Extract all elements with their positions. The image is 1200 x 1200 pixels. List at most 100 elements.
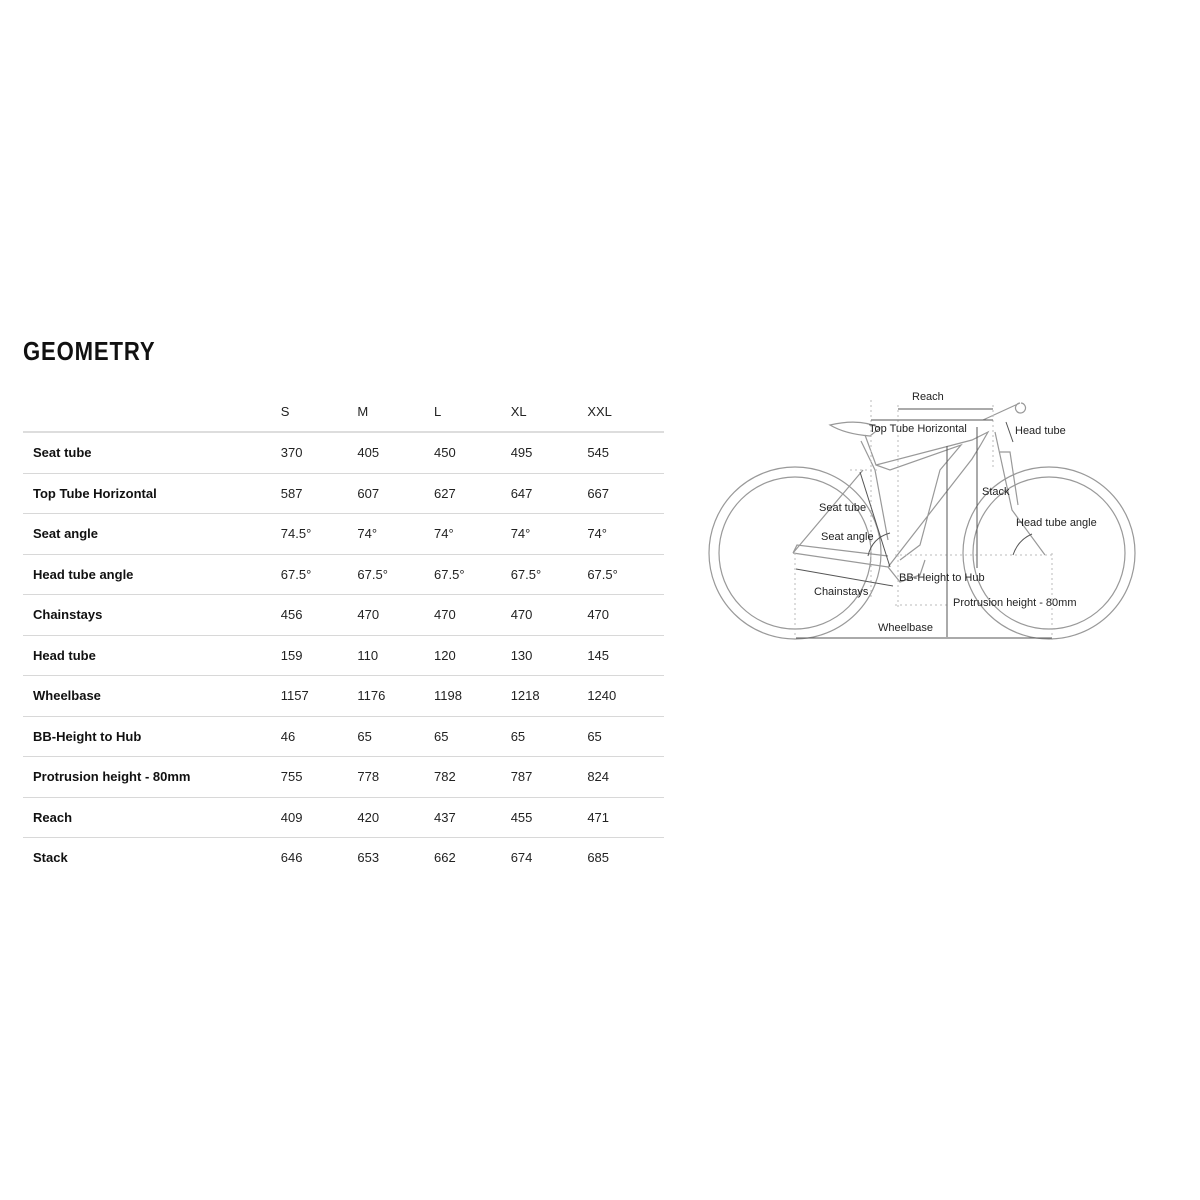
- diagram-label-head-tube-angle: Head tube angle: [1016, 517, 1097, 529]
- size-header: XL: [510, 391, 588, 433]
- table-row: Stack 646 653 662 674 685: [23, 838, 664, 878]
- geometry-table: S M L XL XXL Seat tube 370 405 450 495 545 Top…: [23, 391, 664, 878]
- size-header: S: [280, 391, 358, 433]
- row-label: Stack: [33, 850, 68, 866]
- row-label: Wheelbase: [23, 675, 281, 717]
- diagram-label-seat-angle: Seat angle: [821, 531, 874, 543]
- cell-value: 437: [434, 797, 511, 838]
- cell-value: 755: [280, 756, 358, 798]
- cell-value: 1157: [280, 675, 358, 717]
- table-row: Seat tube 370 405 450 495 545: [23, 432, 664, 474]
- cell-value: 627: [434, 473, 511, 514]
- cell-value: 470: [434, 594, 511, 636]
- seat-tube-arrow: [859, 471, 891, 568]
- rear-wheel-inner: [718, 476, 872, 630]
- cell-value: 653: [357, 850, 380, 866]
- cell-value: 470: [510, 594, 588, 636]
- cell-value: 67.5°: [357, 554, 435, 595]
- cell-value: 471: [587, 797, 664, 838]
- header-empty: [23, 391, 281, 433]
- size-header: M: [357, 391, 435, 433]
- cell-value: 46: [280, 716, 358, 757]
- cell-value: 159: [280, 635, 358, 676]
- cell-value: 495: [510, 432, 588, 474]
- cell-value: 67.5°: [434, 554, 511, 595]
- cell-value: 65: [510, 716, 588, 757]
- cell-value: 587: [280, 473, 358, 514]
- cell-value: 674: [510, 850, 533, 866]
- row-label: Seat angle: [23, 513, 281, 555]
- row-label: Protrusion height - 80mm: [23, 756, 281, 798]
- cell-value: 65: [434, 716, 511, 757]
- cell-value: 1240: [587, 675, 664, 717]
- row-label: Top Tube Horizontal: [23, 473, 281, 514]
- cell-value: 667: [587, 473, 664, 514]
- cell-value: 470: [357, 594, 435, 636]
- handlebar: [982, 402, 1027, 421]
- diagram-label-bb-height: BB-Height to Hub: [899, 572, 985, 584]
- page-title: GEOMETRY: [23, 336, 156, 366]
- rear-wheel: [708, 466, 882, 640]
- cell-value: 787: [510, 756, 588, 798]
- cell-value: 1198: [434, 675, 511, 717]
- cell-value: 646: [280, 850, 303, 866]
- cell-value: 74°: [357, 513, 435, 555]
- table-row: Protrusion height - 80mm 755 778 782 787 824: [23, 756, 664, 798]
- cell-value: 607: [357, 473, 435, 514]
- size-header: XXL: [587, 391, 664, 433]
- table-row: Wheelbase 1157 1176 1198 1218 1240: [23, 675, 664, 717]
- cell-value: 685: [587, 850, 610, 866]
- chainstays-arrow: [795, 568, 894, 587]
- diagram-label-wheelbase: Wheelbase: [878, 622, 934, 634]
- table-row: Reach 409 420 437 455 471: [23, 797, 664, 838]
- row-label: BB-Height to Hub: [23, 716, 281, 757]
- cell-value: 647: [510, 473, 588, 514]
- cell-value: 67.5°: [587, 554, 664, 595]
- row-label: Head tube: [23, 635, 281, 676]
- table-row: Head tube angle 67.5° 67.5° 67.5° 67.5° 67.5°: [23, 554, 664, 595]
- cell-value: 409: [280, 797, 358, 838]
- cell-value: 74.5°: [280, 513, 358, 555]
- cell-value: 456: [280, 594, 358, 636]
- cell-value: 65: [587, 716, 664, 757]
- row-label: Reach: [23, 797, 281, 838]
- cell-value: 455: [510, 797, 588, 838]
- cell-value: 110: [357, 635, 435, 676]
- cell-value: 74°: [587, 513, 664, 555]
- row-label: Seat tube: [23, 432, 281, 474]
- cell-value: 145: [587, 635, 664, 676]
- table-header-row: S M L XL XXL: [23, 391, 664, 433]
- diagram-label-chainstays: Chainstays: [814, 586, 869, 598]
- cell-value: 782: [434, 756, 511, 798]
- cell-value: 65: [357, 716, 435, 757]
- row-label: Chainstays: [23, 594, 281, 636]
- cell-value: 1176: [357, 675, 435, 717]
- cell-value: 130: [510, 635, 588, 676]
- diagram-label-top-tube: Top Tube Horizontal: [869, 423, 967, 435]
- table-row: Chainstays 456 470 470 470 470: [23, 594, 664, 636]
- cell-value: 74°: [434, 513, 511, 555]
- cell-value: 1218: [510, 675, 588, 717]
- cell-value: 67.5°: [280, 554, 358, 595]
- diagram-label-head-tube: Head tube: [1015, 425, 1066, 437]
- cell-value: 120: [434, 635, 511, 676]
- cell-value: 420: [357, 797, 435, 838]
- row-label: Head tube angle: [23, 554, 281, 595]
- cell-value: 370: [280, 432, 358, 474]
- head-tube-angle-arc: [1012, 533, 1033, 556]
- cell-value: 67.5°: [510, 554, 588, 595]
- table-row: Head tube 159 110 120 130 145: [23, 635, 664, 676]
- cell-value: 778: [357, 756, 435, 798]
- cell-value: 470: [587, 594, 664, 636]
- table-row: Top Tube Horizontal 587 607 627 647 667: [23, 473, 664, 514]
- diagram-label-seat-tube: Seat tube: [819, 502, 867, 514]
- cell-value: 74°: [510, 513, 588, 555]
- cell-value: 545: [587, 432, 664, 474]
- size-header: L: [434, 391, 511, 433]
- diagram-label-stack: Stack: [982, 486, 1010, 498]
- table-row: Seat angle 74.5° 74° 74° 74° 74°: [23, 513, 664, 555]
- diagram-label-protrusion: Protrusion height - 80mm: [953, 597, 1077, 609]
- seat-post: [860, 440, 889, 541]
- table-row: BB-Height to Hub 46 65 65 65 65: [23, 716, 664, 757]
- cell-value: 824: [587, 756, 664, 798]
